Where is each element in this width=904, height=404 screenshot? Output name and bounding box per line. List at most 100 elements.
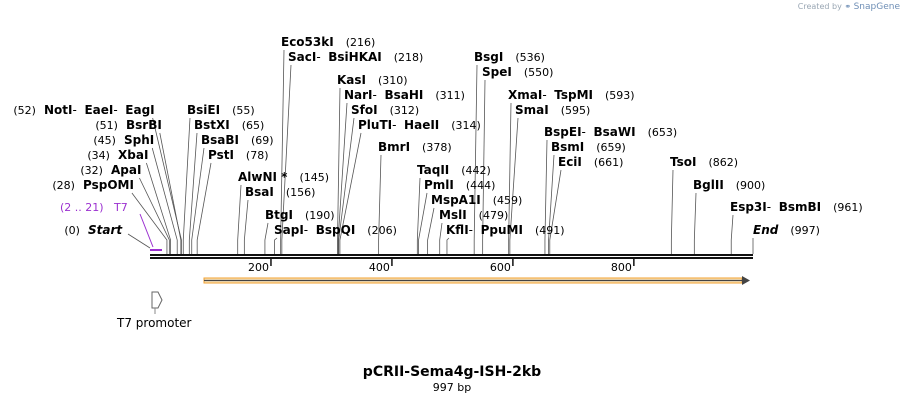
enzyme-name: NarI	[344, 88, 373, 102]
enzyme-name: Esp3I	[730, 200, 767, 214]
site-eco53ki[interactable]: Eco53kI (216)	[281, 35, 375, 49]
site-bglii[interactable]: BglII (900)	[693, 178, 765, 192]
site-leader-line	[264, 222, 269, 254]
snapgene-logo-icon: ⚭	[844, 2, 852, 11]
enzyme-name: BspEI	[544, 125, 582, 139]
t7-promoter-feature[interactable]: T7 promoter	[116, 291, 192, 330]
site-spei[interactable]: SpeI (550)	[482, 65, 553, 79]
site-position: (55)	[232, 104, 255, 117]
site-pluti[interactable]: PluTI - HaeII (314)	[358, 118, 481, 132]
site-sphi[interactable]: (45) SphI	[93, 133, 154, 147]
site-bsgi[interactable]: BsgI (536)	[474, 50, 545, 64]
enzyme-name: BsaWI	[594, 125, 636, 139]
site-saci[interactable]: SacI - BsiHKAI (218)	[288, 50, 423, 64]
site-leader-line	[139, 177, 170, 254]
t7-promoter-label: T7 promoter	[116, 316, 192, 330]
site-bspei[interactable]: BspEI - BsaWI (653)	[544, 125, 677, 139]
enzyme-name: MspA1I	[431, 193, 481, 207]
site-psti[interactable]: PstI (78)	[208, 148, 269, 162]
enzyme-separator: -	[113, 103, 117, 117]
site-pspomi[interactable]: (28) PspOMI	[52, 178, 134, 192]
enzyme-separator: -	[392, 118, 396, 132]
site-leader-line	[196, 162, 212, 254]
t7-primer-feature[interactable]: (2 .. 21) T7	[60, 201, 162, 251]
site-bsai[interactable]: BsaI (156)	[245, 185, 315, 199]
site-bsabi[interactable]: BsaBI (69)	[201, 133, 274, 147]
site-position: (52)	[13, 104, 36, 117]
ruler: 200 400 600 800	[248, 259, 635, 274]
site-mspa1i[interactable]: MspA1I (459)	[431, 193, 522, 207]
site-bsiei[interactable]: BsiEI (55)	[187, 103, 255, 117]
site-leader-line	[482, 79, 486, 254]
site-kfli[interactable]: KflI - PpuMI (491)	[446, 223, 565, 237]
site-labels: Eco53kI (216) SacI - BsiHKAI (218) BsgI (536)…	[13, 35, 862, 237]
site-position: (661)	[594, 156, 624, 169]
enzyme-name: ApaI	[111, 163, 141, 177]
site-leader-line	[280, 49, 285, 254]
site-sapi[interactable]: SapI - BspQI (206)	[274, 223, 397, 237]
enzyme-name: BsgI	[474, 50, 503, 64]
enzyme-name: Start	[88, 223, 123, 237]
site-xbai[interactable]: (34) XbaI	[87, 148, 148, 162]
site-leader-line	[131, 192, 168, 254]
site-pmli[interactable]: PmlI (444)	[424, 178, 495, 192]
site-smai[interactable]: SmaI (595)	[515, 103, 590, 117]
site-position: (862)	[708, 156, 738, 169]
enzyme-name: SacI	[288, 50, 316, 64]
enzyme-name: BsaI	[245, 185, 274, 199]
site-position: (206)	[367, 224, 397, 237]
site-leader-line	[427, 207, 435, 254]
site-leader-line	[152, 117, 182, 254]
feature-arrow[interactable]	[203, 276, 750, 285]
enzyme-name: XmaI	[508, 88, 542, 102]
site-leader-line	[337, 87, 341, 254]
site-nari[interactable]: NarI - BsaHI (311)	[344, 88, 465, 102]
site-position: (378)	[422, 141, 452, 154]
enzyme-name: BtgI	[265, 208, 293, 222]
enzyme-name: TsoI	[670, 155, 696, 169]
site-position: (491)	[535, 224, 565, 237]
dna-backbone-gap	[150, 256, 753, 257]
site-bsmi[interactable]: BsmI (659)	[551, 140, 626, 154]
enzyme-separator: -	[373, 88, 377, 102]
site-leader-line	[146, 162, 171, 254]
site-leader-line	[439, 222, 443, 254]
site-msli[interactable]: MslI (479)	[439, 208, 508, 222]
site-leader-line	[339, 132, 362, 254]
site-bsrbi[interactable]: (51) BsrBI	[95, 118, 161, 132]
site-position: (997)	[790, 224, 820, 237]
t7-primer-leader	[139, 213, 154, 248]
site-position: (311)	[435, 89, 465, 102]
site-bmri[interactable]: BmrI (378)	[378, 140, 452, 154]
ruler-tick-label: 800	[611, 261, 632, 274]
site-leader-line	[378, 154, 382, 254]
site-position: (145)	[299, 171, 329, 184]
site-bstxi[interactable]: BstXI (65)	[194, 118, 264, 132]
site-taqii[interactable]: TaqII (442)	[417, 163, 491, 177]
enzyme-name: SpeI	[482, 65, 512, 79]
site-end[interactable]: End (997)	[753, 223, 820, 237]
enzyme-name: PpuMI	[481, 223, 523, 237]
site-position: (314)	[451, 119, 481, 132]
site-alwni[interactable]: AlwNI * (145)	[238, 170, 329, 184]
site-tsoi[interactable]: TsoI (862)	[670, 155, 738, 169]
site-xmai[interactable]: XmaI - TspMI (593)	[508, 88, 635, 102]
site-start[interactable]: (0) Start	[64, 223, 123, 237]
site-leader-line	[548, 154, 555, 254]
site-btgi[interactable]: BtgI (190)	[265, 208, 335, 222]
site-apai[interactable]: (32) ApaI	[80, 163, 141, 177]
enzyme-name: EciI	[558, 155, 582, 169]
site-leader-line	[243, 199, 249, 254]
enzyme-name: EaeI	[84, 103, 113, 117]
site-leader-line	[281, 64, 292, 254]
site-position: (961)	[833, 201, 863, 214]
site-ecii[interactable]: EciI (661)	[558, 155, 623, 169]
site-position: (28)	[52, 179, 75, 192]
site-kasi[interactable]: KasI (310)	[337, 73, 408, 87]
enzyme-name: BsiHKAI	[328, 50, 382, 64]
enzyme-name: BstXI	[194, 118, 230, 132]
site-esp3i[interactable]: Esp3I - BsmBI (961)	[730, 200, 863, 214]
enzyme-name: SmaI	[515, 103, 549, 117]
site-sfoi[interactable]: SfoI (312)	[351, 103, 419, 117]
site-noti[interactable]: (52) NotI - EaeI - EagI	[13, 103, 154, 117]
